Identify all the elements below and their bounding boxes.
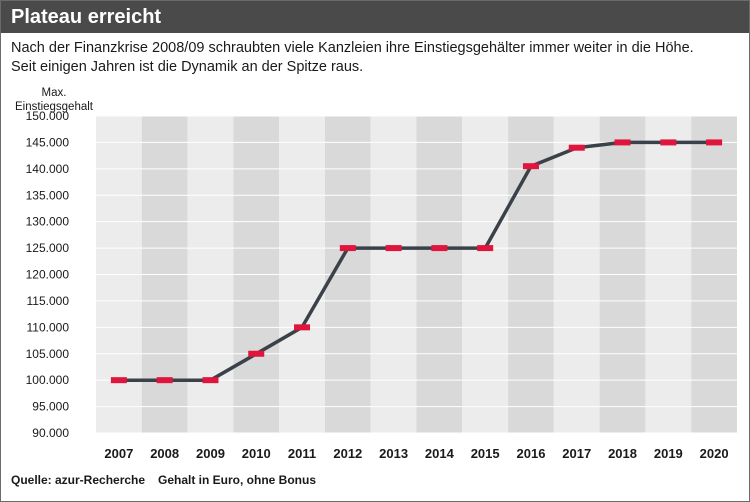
y-axis-ticks: 90.000 95.000 100.000 105.000 110.000 115.000… xyxy=(26,109,70,440)
x-tick-label: 2020 xyxy=(700,446,729,461)
y-tick-label: 140.000 xyxy=(26,162,70,176)
chart-subtitle: Nach der Finanzkrise 2008/09 schraubten … xyxy=(11,39,741,77)
x-tick-label: 2009 xyxy=(196,446,225,461)
data-point-2010 xyxy=(248,350,265,357)
subtitle-line-2: Seit einigen Jahren ist die Dynamik an d… xyxy=(11,59,364,75)
x-tick-label: 2019 xyxy=(654,446,683,461)
y-tick-label: 120.000 xyxy=(26,268,70,282)
y-tick-label: 95.000 xyxy=(32,400,69,414)
data-point-2019 xyxy=(660,139,677,146)
data-point-2017 xyxy=(568,144,585,151)
y-tick-label: 110.000 xyxy=(27,320,70,334)
x-tick-label: 2007 xyxy=(104,446,133,461)
y-tick-label: 135.000 xyxy=(26,188,70,202)
subtitle-line-1: Nach der Finanzkrise 2008/09 schraubten … xyxy=(11,40,694,56)
x-axis-ticks: 2007 2008 2009 2010 2011 2012 2013 2014 2015 2016… xyxy=(104,446,728,461)
x-tick-label: 2010 xyxy=(242,446,271,461)
y-tick-label: 130.000 xyxy=(26,215,70,229)
x-tick-label: 2013 xyxy=(379,446,408,461)
gridlines xyxy=(96,115,737,434)
y-axis-title-line-1: Max. xyxy=(41,87,67,99)
data-point-2014 xyxy=(431,245,448,252)
data-point-2008 xyxy=(156,377,173,384)
y-tick-label: 150.000 xyxy=(26,109,70,123)
salary-line-chart: 90.000 95.000 100.000 105.000 110.000 115.000… xyxy=(26,109,737,461)
chart-title: Plateau erreicht xyxy=(11,6,162,28)
y-tick-label: 145.000 xyxy=(26,135,70,149)
data-point-2009 xyxy=(202,377,219,384)
x-tick-label: 2016 xyxy=(517,446,546,461)
y-tick-label: 90.000 xyxy=(32,426,69,440)
y-axis-title: Max. Einstiegsgehalt xyxy=(9,86,99,114)
data-point-2016 xyxy=(522,163,539,170)
y-axis-title-line-2: Einstiegsgehalt xyxy=(15,101,93,113)
data-point-2011 xyxy=(294,324,311,331)
title-bar: Plateau erreicht xyxy=(1,1,749,33)
y-tick-label: 125.000 xyxy=(26,241,70,255)
data-point-2020 xyxy=(706,139,723,146)
x-tick-label: 2018 xyxy=(608,446,637,461)
data-point-2015 xyxy=(477,245,494,252)
x-tick-label: 2014 xyxy=(425,446,455,461)
x-tick-label: 2015 xyxy=(471,446,500,461)
data-point-2018 xyxy=(614,139,631,146)
unit-note: Gehalt in Euro, ohne Bonus xyxy=(158,473,317,487)
source-note: Quelle: azur-Recherche xyxy=(11,473,146,487)
data-point-2012 xyxy=(339,245,356,252)
x-tick-label: 2017 xyxy=(562,446,591,461)
y-tick-label: 105.000 xyxy=(26,347,70,361)
data-point-2013 xyxy=(385,245,402,252)
data-point-2007 xyxy=(110,377,127,384)
data-markers xyxy=(110,139,723,384)
x-tick-label: 2008 xyxy=(150,446,179,461)
y-tick-label: 115.000 xyxy=(27,294,70,308)
x-tick-label: 2011 xyxy=(288,446,316,461)
x-tick-label: 2012 xyxy=(333,446,362,461)
y-tick-label: 100.000 xyxy=(26,373,70,387)
